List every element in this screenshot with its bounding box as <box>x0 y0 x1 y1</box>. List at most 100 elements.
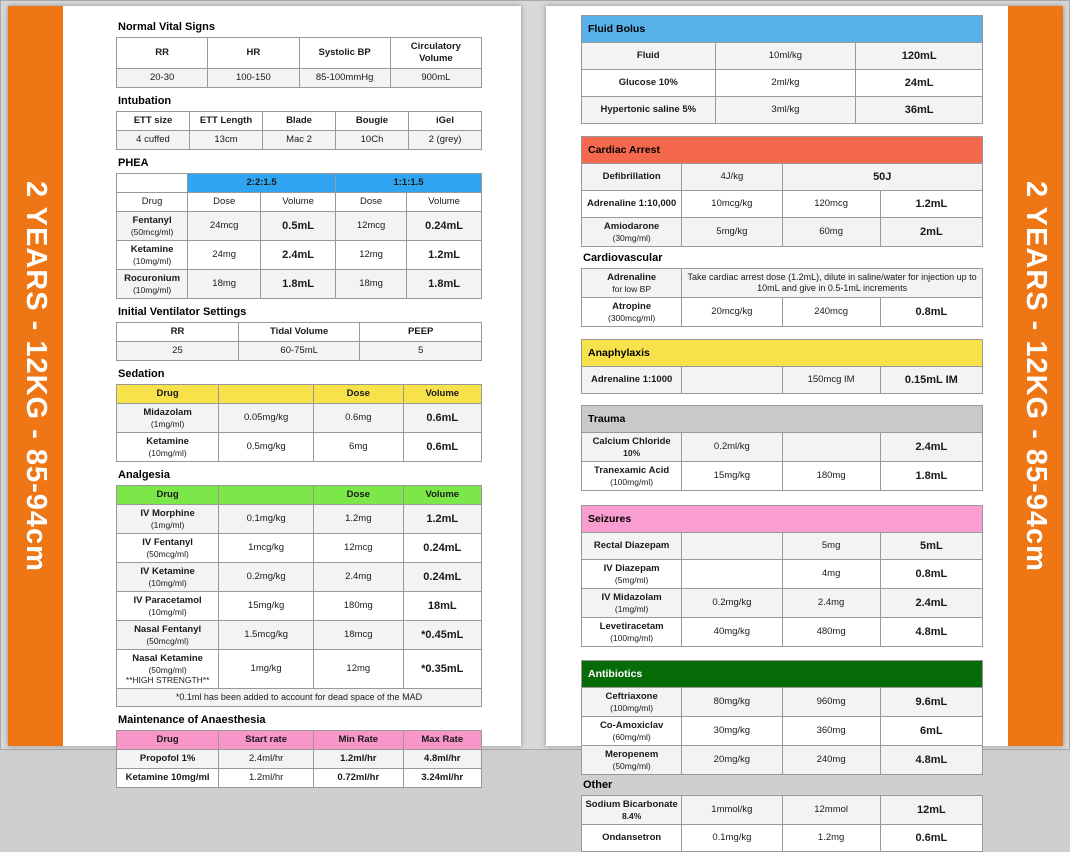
cell: 150mcg IM <box>781 366 881 394</box>
cardiovascular-table: Adrenaline for low BP Take cardiac arrest … <box>580 268 984 327</box>
row: Sodium Bicarbonate 8.4% 1mmol/kg 12mmol 12mL <box>580 795 984 825</box>
cell: 1.2mg <box>313 504 404 534</box>
seizures-header-bar: Seizures <box>581 505 983 533</box>
left-page-content: Normal Vital Signs RR HR Systolic BP Circula… <box>115 6 483 788</box>
row: Midazolam (1mg/ml) 0.05mg/kg 0.6mg 0.6mL <box>115 403 482 433</box>
cell <box>115 173 189 193</box>
cell: 3ml/kg <box>714 96 857 124</box>
row: Ondansetron 0.1mg/kg 1.2mg 0.6mL <box>580 824 984 852</box>
cell-subtext: **HIGH STRENGTH** <box>125 675 210 685</box>
analgesia-table: Drug Dose Volume IV Morphine (1mg/ml) 0.1mg/… <box>115 485 482 707</box>
cell-subtext: (50mcg/ml) <box>146 549 189 559</box>
cell: Dose <box>313 485 404 505</box>
cell: 10mcg/kg <box>681 190 783 218</box>
cell: 1.8mL <box>406 269 482 299</box>
cell: 12mg <box>313 649 404 689</box>
row: Nasal Fentanyl (50mcg/ml) 1.5mcg/kg 18mcg *0… <box>115 620 482 650</box>
cell: Atropine (300mcg/ml) <box>580 297 683 327</box>
cell: 20mcg/kg <box>681 297 783 327</box>
cell: 0.6mL <box>402 403 482 433</box>
cell: 0.1mg/kg <box>218 504 315 534</box>
maintenance-of-anaesthesia-title: Maintenance of Anaesthesia <box>118 714 266 726</box>
cell: 0.1mg/kg <box>681 824 783 852</box>
cell: 2 (grey) <box>408 130 482 150</box>
page-left: 2 YEARS - 12KG - 85-94cm Normal Vital Si… <box>8 6 521 788</box>
cell: 960mg <box>781 687 881 717</box>
cell: Drug <box>115 192 189 212</box>
cell <box>681 559 783 589</box>
cell: 5mg <box>781 532 881 560</box>
cell: IV Fentanyl (50mcg/ml) <box>115 533 220 563</box>
cell: Fluid <box>581 42 716 70</box>
row: Adrenaline for low BP Take cardiac arrest … <box>580 268 983 298</box>
cell: 10Ch <box>335 130 409 150</box>
cell: Take cardiac arrest dose (1.2mL), dilute… <box>681 268 983 298</box>
cell: Mac 2 <box>262 130 336 150</box>
cell: Dose <box>187 192 262 212</box>
cell-subtext: (100mg/ml) <box>610 477 654 487</box>
row: 25 60-75mL 5 <box>116 341 482 361</box>
cell: 1.2mL <box>402 504 482 534</box>
row: IV Diazepam (5mg/ml) 4mg 0.8mL <box>580 559 984 589</box>
cell: 30mg/kg <box>681 716 783 746</box>
cell: Sodium Bicarbonate 8.4% <box>580 795 683 825</box>
cell: 480mg <box>781 617 881 647</box>
header-bar-row: Anaphylaxis <box>581 339 983 367</box>
cell: 18mcg <box>313 620 404 650</box>
cell: 1.8mL <box>879 461 984 491</box>
cell: Dose <box>334 192 408 212</box>
row: Drug Dose Volume <box>115 485 482 505</box>
sedation-table: Drug Dose Volume Midazolam (1mg/ml) 0.05mg/k… <box>115 384 482 462</box>
cell: 0.8mL <box>879 297 984 327</box>
cell: Rocuronium (10mg/ml) <box>115 269 189 299</box>
cell: 0.8mL <box>879 559 984 589</box>
cell-subtext: (60mg/ml) <box>612 732 651 742</box>
cell: RR <box>116 322 239 342</box>
cell: 60mg <box>781 217 881 247</box>
cell: Adrenaline 1:10,000 <box>580 190 683 218</box>
row: 4 cuffed 13cm Mac 2 10Ch 2 (grey) <box>116 130 482 150</box>
cell-subtext: (10mg/ml) <box>132 256 172 266</box>
row: Hypertonic saline 5% 3ml/kg 36mL <box>581 96 983 124</box>
trauma-header-bar: Trauma <box>581 405 983 433</box>
row: IV Ketamine (10mg/ml) 0.2mg/kg 2.4mg 0.24mL <box>115 562 482 592</box>
cell: 0.72ml/hr <box>313 768 404 788</box>
cell: Nasal Ketamine (50mg/ml) **HIGH STRENGTH** <box>115 649 220 689</box>
cell <box>218 485 315 505</box>
cell-subtext: (1mg/ml) <box>614 604 649 614</box>
cell-subtext: (50mcg/ml) <box>130 227 174 237</box>
cell <box>218 384 315 404</box>
row: Ketamine (10mg/ml) 24mg 2.4mL 12mg 1.2mL <box>115 240 482 270</box>
cell-subtext: (1mg/ml) <box>150 419 185 429</box>
cell: 1.2mL <box>879 190 984 218</box>
row: Amiodarone (30mg/ml) 5mg/kg 60mg 2mL <box>580 217 984 247</box>
cell: Circulatory Volume <box>389 37 483 69</box>
row: Adrenaline 1:1000 150mcg IM 0.15mL IM <box>580 366 984 394</box>
cell: 6mg <box>313 432 404 462</box>
cell: 25 <box>116 341 239 361</box>
row: RR Tidal Volume PEEP <box>116 322 482 342</box>
cell: 24mcg <box>187 211 262 241</box>
cell: HR <box>207 37 300 69</box>
cell: 0.6mL <box>402 432 482 462</box>
cell: Adrenaline for low BP <box>580 268 683 298</box>
cell: 4 cuffed <box>116 130 190 150</box>
cardiac-arrest-header-bar: Cardiac Arrest <box>581 136 983 164</box>
cell: 1.2ml/hr <box>313 749 404 769</box>
trauma-table: Trauma Calcium Chloride 10% 0.2ml/kg 2.4mL T… <box>580 405 984 491</box>
row: Atropine (300mcg/ml) 20mcg/kg 240mcg 0.8mL <box>580 297 984 327</box>
row: Propofol 1% 2.4ml/hr 1.2ml/hr 4.8ml/hr <box>115 749 482 769</box>
cell: 18mg <box>334 269 408 299</box>
seizures-table: Seizures Rectal Diazepam 5mg 5mL IV Diazepa… <box>580 505 984 647</box>
row: IV Midazolam (1mg/ml) 0.2mg/kg 2.4mg 2.4mL <box>580 588 984 618</box>
cell-subtext: (300mcg/ml) <box>608 313 656 323</box>
cell: 1.2mg <box>781 824 881 852</box>
cell: iGel <box>408 111 482 131</box>
row: RR HR Systolic BP Circulatory Volume <box>115 37 483 69</box>
row: Adrenaline 1:10,000 10mcg/kg 120mcg 1.2mL <box>580 190 984 218</box>
ventilator-settings-title: Initial Ventilator Settings <box>118 306 247 318</box>
normal-vital-signs-table: RR HR Systolic BP Circulatory Volume 20-30 10… <box>115 37 483 88</box>
cell: 4.8ml/hr <box>402 749 482 769</box>
cell: 240mcg <box>781 297 881 327</box>
